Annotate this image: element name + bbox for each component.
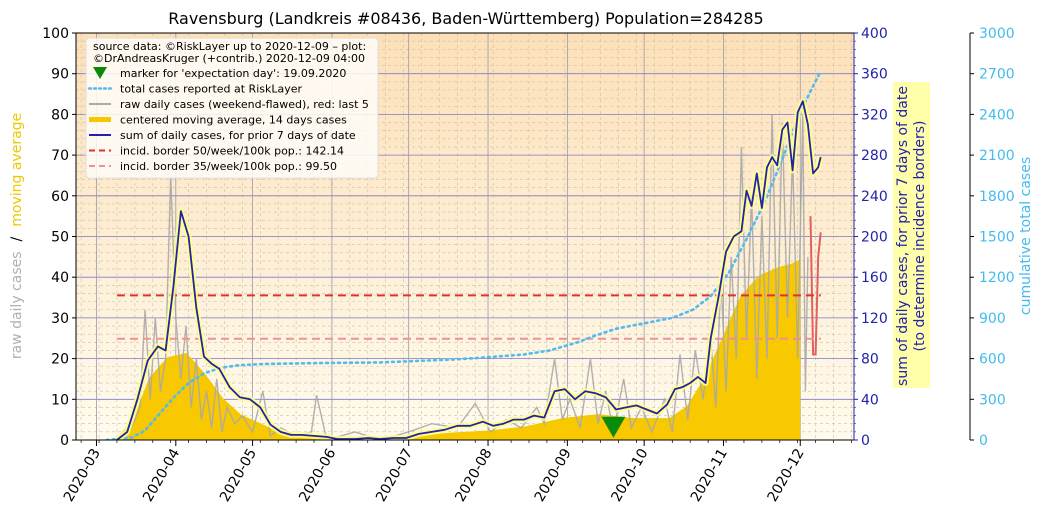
right-tick-label: 280 xyxy=(861,148,888,164)
left-tick-label: 10 xyxy=(51,392,69,408)
x-tick-label: 2020-10 xyxy=(609,446,652,505)
legend-source-line2: ©DrAndreasKruger (+contrib.) 2020-12-09 … xyxy=(93,52,365,65)
left-tick-label: 80 xyxy=(51,107,69,123)
cumulative-tick-label: 600 xyxy=(979,352,1006,368)
right-tick-label: 0 xyxy=(861,433,870,449)
x-tick-label: 2020-12 xyxy=(765,446,808,505)
right-tick-label: 80 xyxy=(861,352,879,368)
right-tick-label: 200 xyxy=(861,230,888,246)
legend-marker-icon xyxy=(93,67,107,79)
right-tick-label: 40 xyxy=(861,392,879,408)
cumulative-total-line xyxy=(105,69,822,440)
left-axis-label-raw: raw daily cases xyxy=(9,251,25,359)
x-tick-label: 2020-11 xyxy=(688,446,731,505)
right-axis-label-box xyxy=(893,82,930,388)
legend-entry: centered moving average, 14 days cases xyxy=(89,114,347,127)
raw-daily-cases-last5-line xyxy=(809,216,822,356)
left-y-axis: 0 10 20 30 40 50 60 70 80 90 100 xyxy=(42,26,76,449)
cumulative-tick-label: 1200 xyxy=(979,270,1015,286)
legend-entry-label: marker for 'expectation day': 19.09.2020 xyxy=(120,67,346,80)
x-tick-label: 2020-06 xyxy=(296,446,339,505)
cumulative-tick-label: 900 xyxy=(979,311,1006,327)
right-y-axis-sum: 0 40 80 120 160 200 240 280 320 360 400 xyxy=(853,26,888,449)
x-tick-label: 2020-03 xyxy=(61,446,104,505)
cumulative-tick-label: 3000 xyxy=(979,26,1015,42)
left-axis-label: raw daily cases / moving average xyxy=(9,113,25,359)
legend-entry: marker for 'expectation day': 19.09.2020 xyxy=(93,67,346,80)
left-tick-label: 60 xyxy=(51,189,69,205)
legend-entry-label: incid. border 50/week/100k pop.: 142.14 xyxy=(120,145,344,158)
chart-title: Ravensburg (Landkreis #08436, Baden-Würt… xyxy=(168,9,763,28)
legend-entry: incid. border 50/week/100k pop.: 142.14 xyxy=(89,145,344,158)
right-axis-label-line2: (to determine incidence borders) xyxy=(912,121,928,352)
right-axis-label-line1: sum of daily cases, for prior 7 days of … xyxy=(895,86,911,386)
left-tick-label: 30 xyxy=(51,311,69,327)
legend-entry: sum of daily cases, for prior 7 days of … xyxy=(89,129,356,142)
left-tick-label: 50 xyxy=(51,230,69,246)
moving-average-area xyxy=(116,260,801,440)
cumulative-axis-label: cumulative total cases xyxy=(1018,157,1034,315)
cumulative-tick-label: 1800 xyxy=(979,189,1015,205)
cumulative-tick-label: 2400 xyxy=(979,107,1015,123)
legend-entry-label: total cases reported at RiskLayer xyxy=(120,83,303,96)
legend-entry: incid. border 35/week/100k pop.: 99.50 xyxy=(89,160,337,173)
right-tick-label: 240 xyxy=(861,189,888,205)
legend-entry-label: centered moving average, 14 days cases xyxy=(120,114,347,127)
x-tick-label: 2020-04 xyxy=(140,446,183,505)
right-tick-label: 120 xyxy=(861,311,888,327)
cumulative-tick-label: 2700 xyxy=(979,67,1015,83)
legend: source data: ©RiskLayer up to 2020-12-09… xyxy=(85,37,379,179)
x-tick-label: 2020-09 xyxy=(532,446,575,505)
moving-average-line xyxy=(115,259,802,440)
seven-day-sum-line xyxy=(116,100,822,440)
legend-entry: raw daily cases (weekend-flawed), red: l… xyxy=(89,98,369,111)
left-axis-label-avg: moving average xyxy=(9,113,25,227)
x-axis: 2020-03 2020-04 2020-05 2020-06 2020-07 2020-… xyxy=(61,440,852,505)
left-tick-label: 90 xyxy=(51,67,69,83)
right-tick-label: 320 xyxy=(861,107,888,123)
legend-entry-label: sum of daily cases, for prior 7 days of … xyxy=(120,129,356,142)
cumulative-tick-label: 1500 xyxy=(979,230,1015,246)
cumulative-tick-label: 0 xyxy=(979,433,988,449)
legend-source-line1: source data: ©RiskLayer up to 2020-12-09… xyxy=(93,40,366,53)
expectation-day-marker xyxy=(601,416,626,438)
legend-entry-label: incid. border 35/week/100k pop.: 99.50 xyxy=(120,160,337,173)
left-tick-label: 100 xyxy=(42,26,69,42)
x-tick-label: 2020-07 xyxy=(373,446,416,505)
right-tick-label: 400 xyxy=(861,26,888,42)
left-tick-label: 20 xyxy=(51,352,69,368)
legend-entry-label: raw daily cases (weekend-flawed), red: l… xyxy=(120,98,369,111)
right-y-axis-cumulative: 0 300 600 900 1200 1500 1800 2100 2400 2700 3000 xyxy=(969,26,1015,449)
left-tick-label: 70 xyxy=(51,148,69,164)
left-tick-label: 0 xyxy=(60,433,69,449)
right-tick-label: 360 xyxy=(861,67,888,83)
legend-entry: total cases reported at RiskLayer xyxy=(87,83,303,96)
left-axis-label-sep: / xyxy=(9,236,25,241)
cumulative-tick-label: 300 xyxy=(979,392,1006,408)
right-tick-label: 160 xyxy=(861,270,888,286)
x-tick-label: 2020-08 xyxy=(452,446,495,505)
left-tick-label: 40 xyxy=(51,270,69,286)
cumulative-tick-label: 2100 xyxy=(979,148,1015,164)
x-tick-label: 2020-05 xyxy=(217,446,260,505)
